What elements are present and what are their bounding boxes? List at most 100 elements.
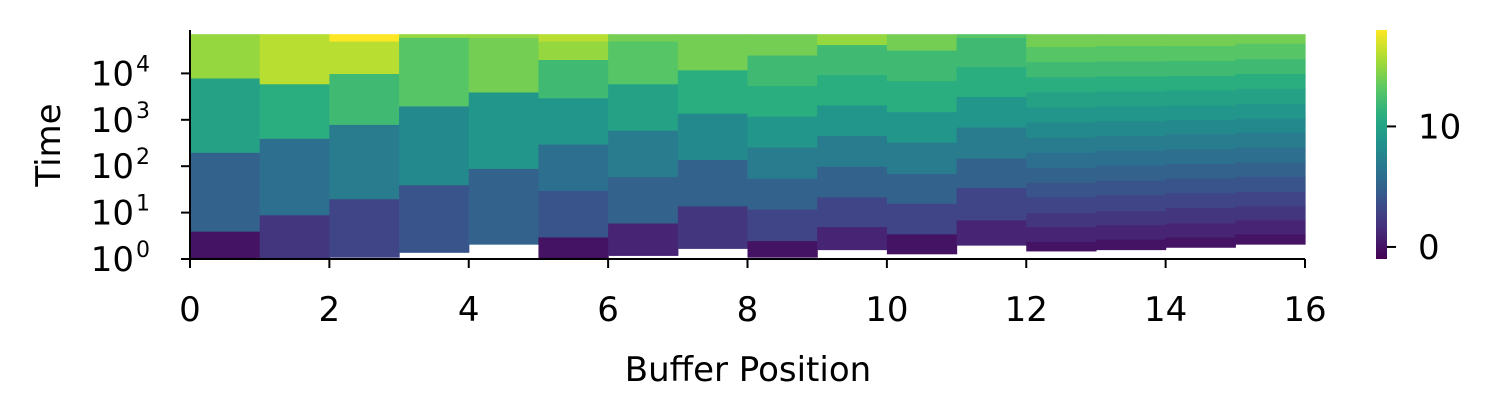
heatmap-cell (190, 231, 261, 260)
heatmap-cell (886, 49, 958, 82)
heatmap-cell (190, 34, 261, 79)
heatmap-cell (538, 40, 609, 61)
heatmap-cell (1026, 34, 1097, 48)
x-axis: 0 2 4 6 8 10 12 14 16 (179, 258, 1327, 330)
heatmap-cell (1235, 191, 1306, 207)
y-tick-exponent: 4 (136, 52, 150, 77)
heatmap-cell (956, 219, 1027, 246)
heatmap-cell (1026, 212, 1097, 228)
heatmap-cell (1165, 104, 1236, 121)
y-tick-label: 10 (91, 101, 134, 141)
heatmap-cell (329, 40, 400, 74)
heatmap-cell (886, 80, 958, 113)
colorbar-tick-label: 10 (1418, 107, 1461, 147)
heatmap-cell (1026, 196, 1097, 214)
heatmap-cell (1095, 165, 1167, 181)
heatmap-cell (399, 184, 470, 253)
heatmap-cell (1235, 88, 1306, 104)
y-axis-title: Time (29, 103, 69, 187)
heatmap-cell (259, 138, 330, 216)
y-tick-exponent: 1 (136, 192, 150, 217)
heatmap-cell (747, 240, 818, 258)
heatmap-cell (329, 198, 400, 258)
heatmap-cell (1095, 194, 1167, 212)
x-tick-label: 0 (179, 290, 201, 330)
heatmap-cell (468, 37, 540, 93)
heatmap-cell (1095, 150, 1167, 166)
heatmap-cell (886, 233, 958, 255)
x-tick-label: 4 (458, 290, 480, 330)
heatmap-cell (1026, 91, 1097, 108)
heatmap-cell (190, 77, 261, 153)
heatmap-cell (399, 105, 470, 186)
heatmap-cell (1165, 148, 1236, 164)
heatmap-cell (956, 34, 1027, 38)
y-tick-exponent: 3 (136, 99, 150, 124)
heatmap-cell (1235, 73, 1306, 89)
heatmap-cell (538, 236, 609, 260)
heatmap-cell (747, 34, 818, 56)
heatmap-cell (1026, 137, 1097, 153)
heatmap-cell (1235, 103, 1306, 119)
heatmap-cell (747, 85, 818, 117)
heatmap-cell (886, 173, 958, 204)
heatmap-cell (1165, 89, 1236, 106)
heatmap-cell (1235, 43, 1306, 60)
heatmap-cell (1165, 236, 1236, 248)
heatmap-cell (956, 158, 1027, 188)
heatmap-cell (817, 226, 888, 251)
heatmap-cell (1165, 192, 1236, 208)
heatmap-cell (956, 187, 1027, 221)
heatmap-cell (1165, 119, 1236, 135)
heatmap-cell (190, 152, 261, 232)
heatmap-cell (747, 146, 818, 179)
colorbar-gradient (1376, 30, 1387, 259)
x-tick-label: 2 (319, 290, 341, 330)
x-tick-label: 14 (1144, 290, 1187, 330)
heatmap-cell (817, 104, 888, 137)
x-tick-label: 12 (1005, 290, 1048, 330)
heatmap-cell (677, 159, 749, 207)
y-tick-label: 10 (91, 240, 134, 280)
heatmap-cell (329, 124, 400, 200)
heatmap-cell (1235, 205, 1306, 221)
x-tick-label: 10 (865, 290, 908, 330)
heatmap-cell (1165, 34, 1236, 47)
heatmap-cell (1095, 75, 1167, 92)
y-tick-label: 10 (91, 194, 134, 234)
y-tick-label: 10 (91, 54, 134, 94)
heatmap-cell (817, 34, 888, 46)
heatmap-cell (886, 203, 958, 235)
heatmap-cell (956, 96, 1027, 128)
heatmap-cell (1026, 46, 1097, 63)
heatmap-cell (747, 178, 818, 210)
heatmap-cell (1095, 45, 1167, 62)
heatmap-cell (259, 34, 330, 85)
heatmap-cell (817, 74, 888, 106)
heatmap-cell (608, 130, 679, 178)
heatmap-cell (1095, 210, 1167, 226)
heatmap-cell (886, 34, 958, 51)
colorbar-tick-label: 0 (1418, 228, 1440, 268)
heatmap-cell (1235, 176, 1306, 192)
heatmap-cell (538, 97, 609, 145)
heatmap-cell (329, 73, 400, 125)
heatmap-cell (1165, 163, 1236, 179)
heatmap-cell (747, 208, 818, 242)
heatmap-cell (956, 126, 1027, 159)
heatmap-cell (1026, 152, 1097, 168)
heatmap-cell (538, 34, 609, 42)
heatmap-cell (817, 166, 888, 198)
heatmap-cell (399, 34, 470, 38)
heatmap-cell (538, 190, 609, 238)
heatmap-cell (1095, 34, 1167, 47)
heatmap-cell (538, 144, 609, 192)
heatmap-cell (1026, 167, 1097, 183)
heatmap-cell (1095, 238, 1167, 251)
heatmap-cell (1026, 241, 1097, 252)
heatmap-cell (1026, 226, 1097, 242)
heatmap-cell (399, 37, 470, 107)
heatmap-cell (886, 111, 958, 143)
heatmap-cell (1165, 45, 1236, 62)
